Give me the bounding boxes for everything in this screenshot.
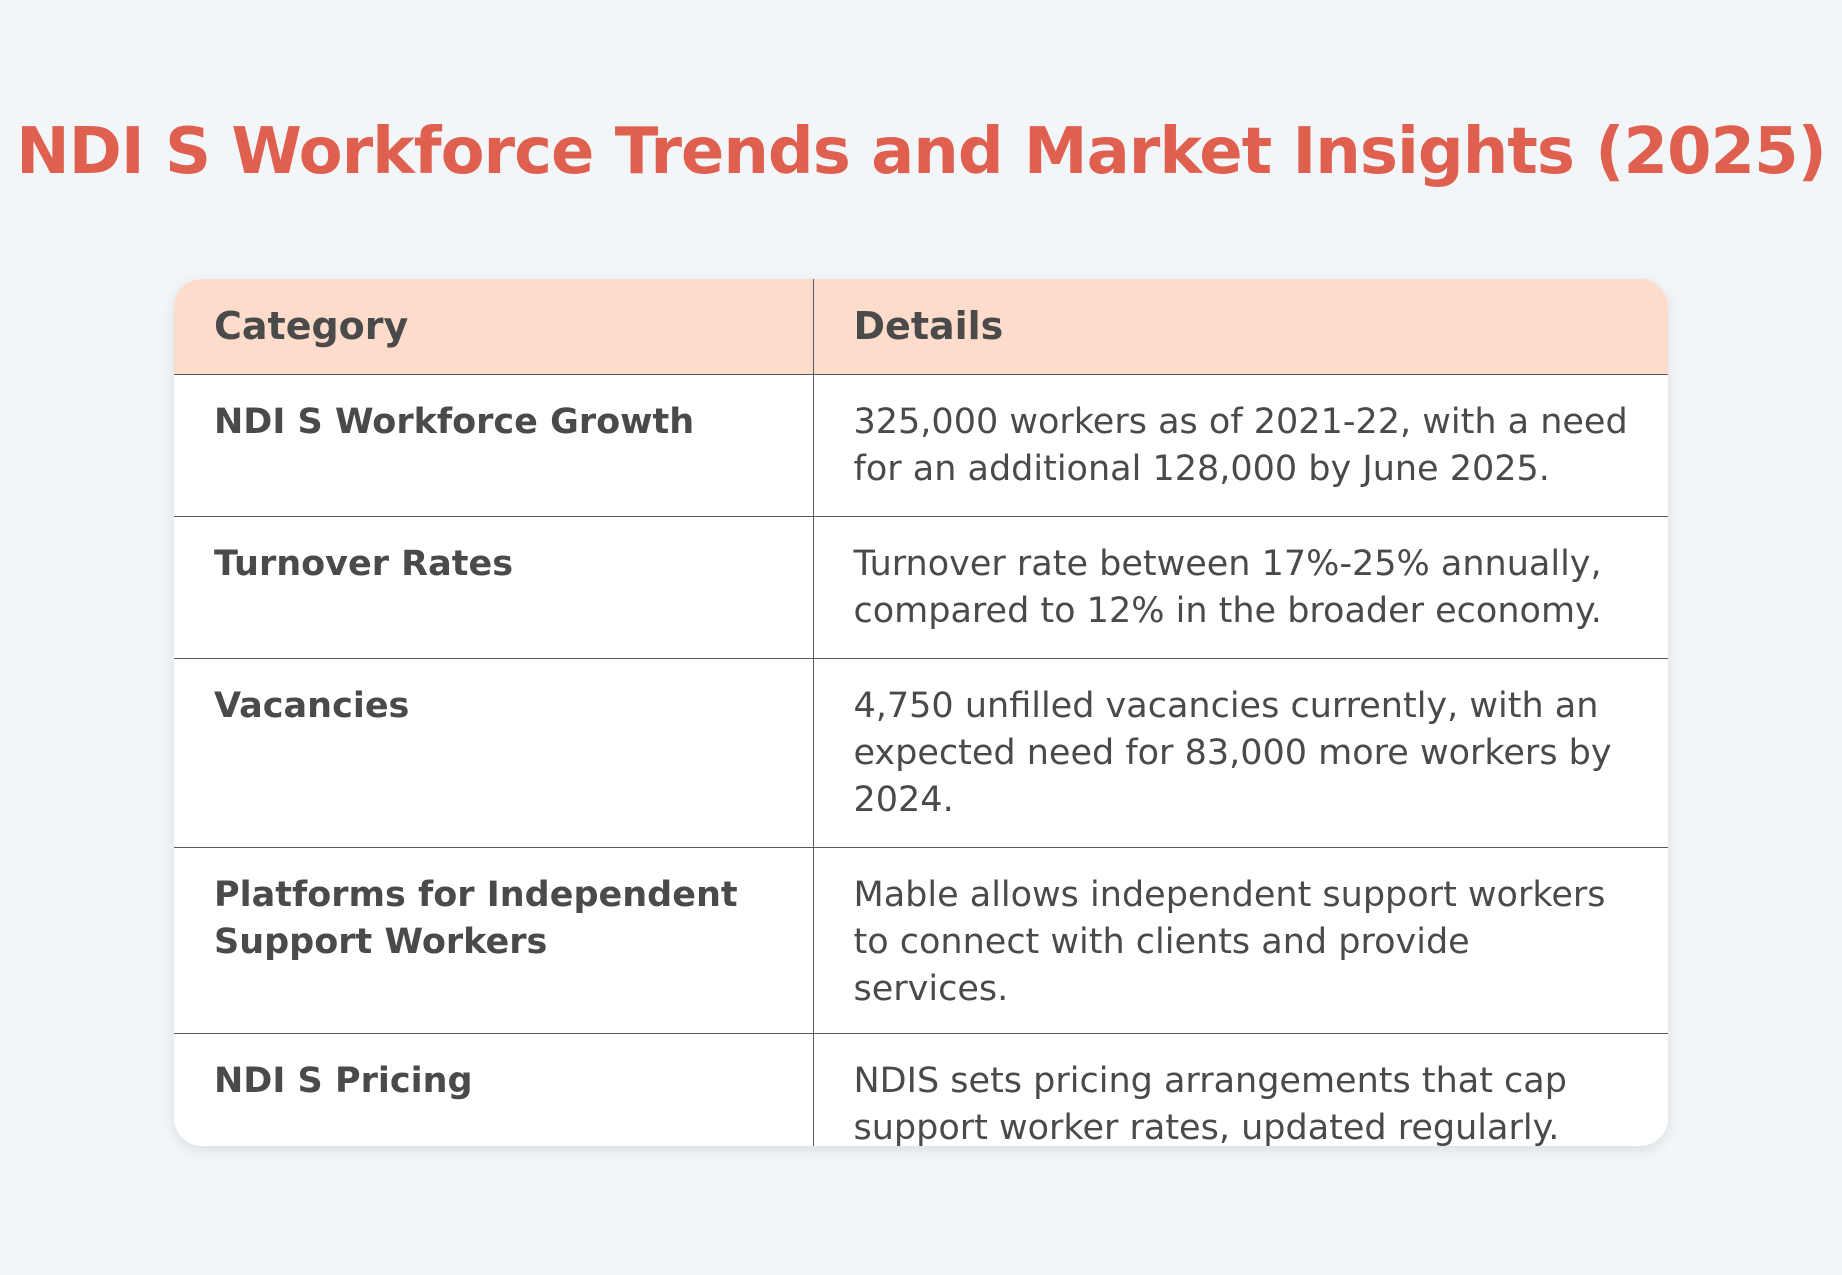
column-header-category: Category bbox=[174, 279, 814, 374]
details-cell: 4,750 unfilled vacancies currently, with… bbox=[853, 685, 1612, 820]
category-cell: NDI S Pricing bbox=[174, 1033, 814, 1146]
table-header-row: Category Details bbox=[174, 279, 1668, 374]
table-row: Platforms for Independent Support Worker… bbox=[174, 847, 1668, 1033]
table-row: NDI S Pricing NDIS sets pricing arrangem… bbox=[174, 1033, 1668, 1146]
insights-table: Category Details NDI S Workforce Growth … bbox=[174, 279, 1668, 1146]
column-header-details: Details bbox=[853, 304, 1004, 349]
table-row: NDI S Workforce Growth 325,000 workers a… bbox=[174, 374, 1668, 516]
category-cell: Vacancies bbox=[174, 658, 814, 847]
page-title: NDI S Workforce Trends and Market Insigh… bbox=[16, 115, 1827, 189]
table-row: Vacancies 4,750 unfilled vacancies curre… bbox=[174, 658, 1668, 847]
category-cell: NDI S Workforce Growth bbox=[174, 374, 814, 516]
details-cell: 325,000 workers as of 2021-22, with a ne… bbox=[853, 401, 1628, 489]
table-row: Turnover Rates Turnover rate between 17%… bbox=[174, 516, 1668, 658]
category-cell: Platforms for Independent Support Worker… bbox=[174, 847, 814, 1033]
data-table: Category Details NDI S Workforce Growth … bbox=[174, 279, 1668, 1146]
details-cell: NDIS sets pricing arrangements that cap … bbox=[853, 1060, 1567, 1147]
category-cell: Turnover Rates bbox=[174, 516, 814, 658]
details-cell: Mable allows independent support workers… bbox=[853, 874, 1606, 1009]
details-cell: Turnover rate between 17%-25% annually, … bbox=[853, 543, 1602, 631]
